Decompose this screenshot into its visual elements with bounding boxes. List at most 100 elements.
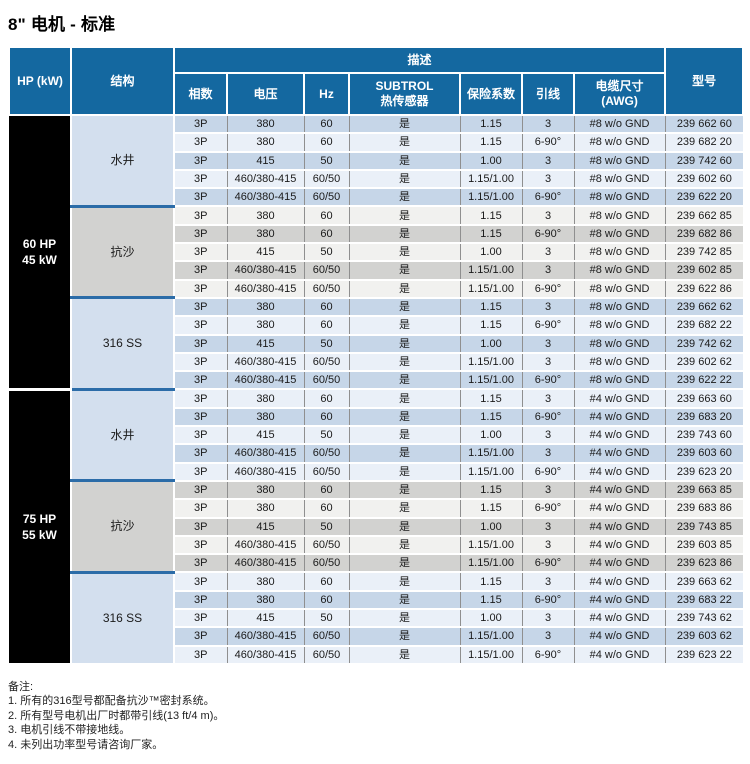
voltage-cell: 415 — [226, 333, 304, 353]
hz-cell: 50 — [303, 425, 349, 445]
hp-group-cell: 60 HP 45 kW — [9, 113, 71, 390]
hz-cell: 50 — [303, 607, 349, 628]
cable-size-cell: #4 w/o GND — [573, 406, 666, 427]
model-cell: 239 683 86 — [664, 498, 744, 518]
table-row: 3P 460/380-415 60/50 是 1.15/1.00 6-90° #4 w/o … — [9, 461, 744, 481]
leads-cell: 3 — [521, 443, 574, 463]
voltage-cell: 460/380-415 — [226, 187, 304, 207]
voltage-cell: 415 — [226, 425, 304, 445]
voltage-cell: 380 — [226, 406, 304, 427]
table-row: 3P 460/380-415 60/50 是 1.15/1.00 3 #8 w/o GND 2… — [9, 351, 744, 372]
cable-size-cell: #8 w/o GND — [573, 333, 666, 353]
phase-cell: 3P — [173, 461, 227, 481]
table-row: 3P 380 60 是 1.15 6-90° #8 w/o GND 239 682 86 — [9, 223, 744, 244]
leads-cell: 6-90° — [521, 553, 574, 573]
voltage-cell: 460/380-415 — [226, 168, 304, 189]
service-factor-cell: 1.00 — [459, 242, 522, 262]
service-factor-cell: 1.15/1.00 — [459, 443, 522, 463]
phase-cell: 3P — [173, 150, 227, 170]
hz-cell: 60 — [303, 479, 349, 500]
subtrol-cell: 是 — [348, 607, 460, 628]
model-cell: 239 663 85 — [664, 479, 744, 500]
table-row: 3P 460/380-415 60/50 是 1.15/1.00 6-90° #8 w/o … — [9, 278, 744, 298]
leads-cell: 3 — [521, 626, 574, 646]
hz-cell: 50 — [303, 516, 349, 536]
model-cell: 239 602 62 — [664, 351, 744, 372]
subtrol-cell: 是 — [348, 296, 460, 317]
leads-cell: 3 — [521, 479, 574, 500]
motor-spec-table: HP (kW) 结构 描述 型号 相数 电压 Hz SUBTROL 热传感器 保… — [8, 46, 745, 663]
service-factor-cell: 1.15/1.00 — [459, 370, 522, 390]
hz-cell: 60/50 — [303, 461, 349, 481]
note-item-1: 1. 所有的316型号都配备抗沙™密封系统。 — [8, 695, 215, 708]
header-service-factor: 保险系数 — [459, 72, 523, 116]
table-row: 3P 380 60 是 1.15 6-90° #4 w/o GND 239 683 86 — [9, 498, 744, 518]
phase-cell: 3P — [173, 534, 227, 555]
phase-cell: 3P — [173, 644, 227, 663]
voltage-cell: 460/380-415 — [226, 278, 304, 298]
model-cell: 239 623 22 — [664, 644, 744, 663]
table-row: 60 HP 45 kW 水井 3P 380 60 是 1.15 3 #8 w/o GND 239 … — [9, 113, 744, 390]
header-description: 描述 — [172, 46, 667, 74]
cable-size-cell: #8 w/o GND — [573, 315, 666, 335]
model-cell: 239 603 85 — [664, 534, 744, 555]
cable-size-cell: #8 w/o GND — [573, 278, 666, 298]
model-cell: 239 662 85 — [664, 205, 744, 225]
leads-cell: 3 — [521, 534, 574, 555]
phase-cell: 3P — [173, 388, 227, 408]
phase-cell: 3P — [173, 626, 227, 646]
hz-cell: 60/50 — [303, 187, 349, 207]
leads-cell: 3 — [521, 607, 574, 628]
service-factor-cell: 1.00 — [459, 425, 522, 445]
leads-cell: 6-90° — [521, 498, 574, 518]
leads-cell: 6-90° — [521, 223, 574, 244]
hz-cell: 50 — [303, 242, 349, 262]
service-factor-cell: 1.15/1.00 — [459, 461, 522, 481]
cable-size-cell: #8 w/o GND — [573, 223, 666, 244]
cable-size-cell: #8 w/o GND — [573, 296, 666, 317]
phase-cell: 3P — [173, 132, 227, 152]
leads-cell: 3 — [521, 113, 574, 134]
subtrol-cell: 是 — [348, 132, 460, 152]
voltage-cell: 380 — [226, 571, 304, 591]
leads-cell: 3 — [521, 425, 574, 445]
voltage-cell: 415 — [226, 607, 304, 628]
hz-cell: 50 — [303, 333, 349, 353]
table-row: 3P 460/380-415 60/50 是 1.15/1.00 3 #4 w/o GND 2… — [9, 534, 744, 555]
cable-size-cell: #8 w/o GND — [573, 168, 666, 189]
leads-cell: 3 — [521, 516, 574, 536]
hz-cell: 60 — [303, 223, 349, 244]
phase-cell: 3P — [173, 406, 227, 427]
leads-cell: 3 — [521, 351, 574, 372]
structure-cell: 316 SS — [70, 296, 175, 390]
service-factor-cell: 1.15 — [459, 132, 522, 152]
table-row: 3P 380 60 是 1.15 6-90° #8 w/o GND 239 682 20 — [9, 132, 744, 152]
table-row: 3P 380 60 是 1.15 6-90° #4 w/o GND 239 683 20 — [9, 406, 744, 427]
voltage-cell: 380 — [226, 113, 304, 134]
model-cell: 239 682 20 — [664, 132, 744, 152]
table-row: 3P 460/380-415 60/50 是 1.15/1.00 3 #8 w/o GND 2… — [9, 260, 744, 280]
model-cell: 239 663 60 — [664, 388, 744, 408]
hz-cell: 60/50 — [303, 370, 349, 390]
notes-title: 备注: — [8, 680, 34, 693]
table-row: 316 SS 3P 380 60 是 1.15 3 #8 w/o GND 239 662 62 — [9, 296, 744, 390]
header-voltage: 电压 — [226, 72, 305, 116]
voltage-cell: 415 — [226, 242, 304, 262]
subtrol-cell: 是 — [348, 516, 460, 536]
header-structure: 结构 — [70, 46, 175, 116]
voltage-cell: 460/380-415 — [226, 644, 304, 663]
subtrol-cell: 是 — [348, 406, 460, 427]
service-factor-cell: 1.15/1.00 — [459, 644, 522, 663]
phase-cell: 3P — [173, 168, 227, 189]
subtrol-cell: 是 — [348, 333, 460, 353]
cable-size-cell: #4 w/o GND — [573, 626, 666, 646]
subtrol-cell: 是 — [348, 351, 460, 372]
cable-size-cell: #4 w/o GND — [573, 607, 666, 628]
hz-cell: 60 — [303, 205, 349, 225]
cable-size-cell: #4 w/o GND — [573, 498, 666, 518]
page-title: 8" 电机 - 标准 — [8, 15, 116, 34]
phase-cell: 3P — [173, 260, 227, 280]
leads-cell: 6-90° — [521, 315, 574, 335]
service-factor-cell: 1.00 — [459, 333, 522, 353]
header-phase: 相数 — [173, 72, 228, 116]
